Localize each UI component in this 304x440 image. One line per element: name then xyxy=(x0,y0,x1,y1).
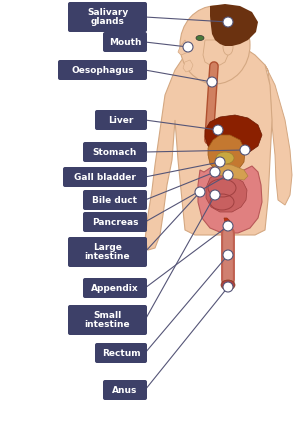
Text: Oesophagus: Oesophagus xyxy=(71,66,134,74)
Circle shape xyxy=(223,221,233,231)
FancyBboxPatch shape xyxy=(63,167,147,187)
Text: Small
intestine: Small intestine xyxy=(85,311,130,330)
FancyBboxPatch shape xyxy=(58,60,147,80)
Ellipse shape xyxy=(223,39,233,55)
Polygon shape xyxy=(208,135,245,173)
Text: Pancreas: Pancreas xyxy=(92,217,138,227)
FancyBboxPatch shape xyxy=(95,343,147,363)
Polygon shape xyxy=(178,40,188,55)
Circle shape xyxy=(223,17,233,27)
FancyBboxPatch shape xyxy=(103,380,147,400)
Ellipse shape xyxy=(221,280,235,290)
FancyBboxPatch shape xyxy=(83,190,147,210)
FancyBboxPatch shape xyxy=(83,278,147,298)
Ellipse shape xyxy=(196,36,204,40)
Text: Stomach: Stomach xyxy=(93,147,137,157)
Text: Appendix: Appendix xyxy=(91,283,139,293)
Polygon shape xyxy=(265,65,292,205)
Text: Mouth: Mouth xyxy=(109,37,141,47)
FancyBboxPatch shape xyxy=(103,32,147,52)
Polygon shape xyxy=(205,115,262,156)
FancyBboxPatch shape xyxy=(83,142,147,162)
Polygon shape xyxy=(224,218,232,232)
Text: Salivary
glands: Salivary glands xyxy=(87,7,128,26)
Text: Liver: Liver xyxy=(108,116,134,125)
Circle shape xyxy=(195,187,205,197)
Circle shape xyxy=(213,125,223,135)
Text: Bile duct: Bile duct xyxy=(92,195,137,205)
Circle shape xyxy=(223,282,233,292)
Text: Gall bladder: Gall bladder xyxy=(74,172,136,181)
FancyBboxPatch shape xyxy=(68,2,147,32)
FancyBboxPatch shape xyxy=(68,305,147,335)
FancyBboxPatch shape xyxy=(68,237,147,267)
Polygon shape xyxy=(145,40,272,250)
Polygon shape xyxy=(206,175,247,212)
Polygon shape xyxy=(203,40,228,65)
Ellipse shape xyxy=(180,6,250,84)
Circle shape xyxy=(223,170,233,180)
Circle shape xyxy=(210,167,220,177)
Polygon shape xyxy=(198,165,262,233)
Text: Large
intestine: Large intestine xyxy=(85,242,130,261)
Circle shape xyxy=(223,250,233,260)
Text: Rectum: Rectum xyxy=(102,348,140,357)
FancyBboxPatch shape xyxy=(83,212,147,232)
Text: Anus: Anus xyxy=(112,385,138,395)
FancyBboxPatch shape xyxy=(95,110,147,130)
Circle shape xyxy=(207,77,217,87)
Polygon shape xyxy=(210,4,258,46)
Ellipse shape xyxy=(216,152,234,164)
Circle shape xyxy=(183,42,193,52)
Circle shape xyxy=(240,145,250,155)
Polygon shape xyxy=(183,60,193,72)
Polygon shape xyxy=(213,164,248,180)
Circle shape xyxy=(210,190,220,200)
Circle shape xyxy=(215,157,225,167)
